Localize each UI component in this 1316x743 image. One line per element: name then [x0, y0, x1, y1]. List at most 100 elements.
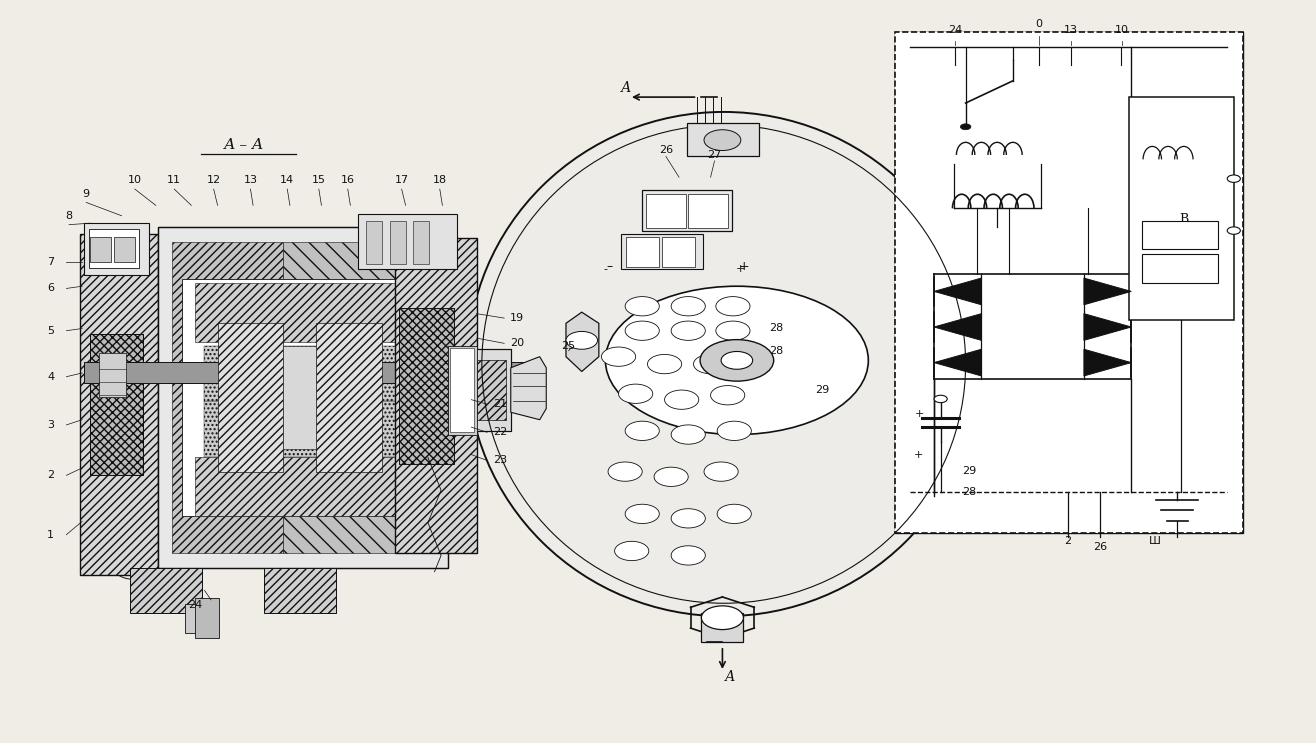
- Circle shape: [625, 296, 659, 316]
- Bar: [89, 334, 142, 476]
- Circle shape: [934, 395, 948, 403]
- Text: 10: 10: [1115, 25, 1129, 36]
- Text: 13: 13: [1063, 25, 1078, 36]
- Text: Ш: Ш: [1149, 536, 1161, 545]
- Polygon shape: [566, 312, 599, 372]
- Circle shape: [961, 124, 971, 130]
- Circle shape: [671, 296, 705, 316]
- Bar: [626, 237, 659, 267]
- Text: +: +: [738, 261, 749, 273]
- Bar: [366, 221, 382, 264]
- Circle shape: [740, 351, 774, 370]
- Bar: [895, 32, 1244, 533]
- Bar: [204, 345, 408, 401]
- Bar: [79, 234, 158, 575]
- Bar: [471, 349, 511, 431]
- Bar: [390, 221, 405, 264]
- Text: 27: 27: [708, 150, 721, 160]
- Polygon shape: [1084, 349, 1132, 376]
- Text: А – А: А – А: [224, 138, 265, 152]
- Circle shape: [704, 462, 738, 481]
- Bar: [413, 221, 429, 264]
- Bar: [263, 568, 336, 612]
- Circle shape: [1228, 227, 1241, 234]
- Bar: [195, 282, 412, 342]
- Text: 13: 13: [243, 175, 258, 185]
- Circle shape: [625, 421, 659, 441]
- Bar: [399, 308, 454, 464]
- Circle shape: [619, 384, 653, 403]
- Bar: [642, 189, 732, 230]
- Text: 5: 5: [47, 325, 54, 336]
- Text: 6: 6: [47, 283, 54, 293]
- Text: В: В: [1179, 213, 1188, 226]
- Bar: [79, 234, 158, 575]
- Circle shape: [625, 504, 659, 524]
- Circle shape: [694, 354, 728, 374]
- Bar: [646, 194, 686, 228]
- Bar: [476, 360, 505, 420]
- Circle shape: [671, 546, 705, 565]
- Circle shape: [654, 467, 688, 487]
- Text: 14: 14: [280, 175, 295, 185]
- Bar: [184, 604, 217, 632]
- Bar: [129, 568, 201, 612]
- Text: 2: 2: [47, 470, 54, 480]
- Circle shape: [671, 321, 705, 340]
- Bar: [399, 308, 454, 464]
- Text: 0: 0: [1036, 19, 1042, 30]
- Text: 19: 19: [511, 313, 524, 323]
- Text: 26: 26: [659, 146, 672, 155]
- Bar: [450, 348, 474, 432]
- Bar: [1142, 221, 1219, 249]
- Bar: [182, 279, 425, 516]
- Circle shape: [700, 340, 774, 381]
- Bar: [701, 612, 744, 642]
- Circle shape: [721, 351, 753, 369]
- Bar: [687, 123, 759, 157]
- Polygon shape: [511, 357, 546, 420]
- Text: 11: 11: [167, 175, 182, 185]
- Bar: [204, 401, 408, 457]
- Text: 3: 3: [47, 420, 54, 430]
- Polygon shape: [1084, 278, 1132, 305]
- Bar: [99, 353, 125, 398]
- Circle shape: [566, 331, 597, 349]
- Text: 28: 28: [769, 345, 783, 356]
- Polygon shape: [1084, 314, 1132, 340]
- Polygon shape: [934, 314, 982, 340]
- Circle shape: [625, 321, 659, 340]
- Circle shape: [711, 386, 745, 405]
- Circle shape: [605, 286, 869, 435]
- Text: 22: 22: [494, 427, 508, 438]
- Text: 28: 28: [962, 487, 976, 496]
- Polygon shape: [934, 349, 982, 376]
- Text: 15: 15: [312, 175, 326, 185]
- Circle shape: [717, 504, 751, 524]
- Bar: [283, 345, 316, 450]
- Bar: [171, 241, 283, 554]
- Text: 25: 25: [562, 340, 575, 351]
- Circle shape: [716, 321, 750, 340]
- Text: +: +: [915, 409, 924, 419]
- Bar: [89, 236, 111, 262]
- Text: 28: 28: [769, 323, 783, 334]
- Text: 26: 26: [1092, 542, 1107, 551]
- Text: 9: 9: [83, 189, 89, 198]
- Circle shape: [647, 354, 682, 374]
- Bar: [395, 238, 476, 554]
- Bar: [113, 236, 134, 262]
- Bar: [358, 213, 457, 269]
- Text: 4: 4: [47, 372, 54, 382]
- Text: +: +: [736, 265, 745, 274]
- Text: А: А: [621, 81, 632, 95]
- Circle shape: [671, 509, 705, 528]
- Text: 20: 20: [511, 338, 524, 348]
- Bar: [895, 32, 1244, 533]
- Bar: [195, 457, 412, 516]
- Circle shape: [704, 130, 741, 151]
- Bar: [1129, 97, 1234, 319]
- Text: 24: 24: [188, 600, 203, 610]
- Text: 2: 2: [1065, 536, 1071, 545]
- Circle shape: [665, 390, 699, 409]
